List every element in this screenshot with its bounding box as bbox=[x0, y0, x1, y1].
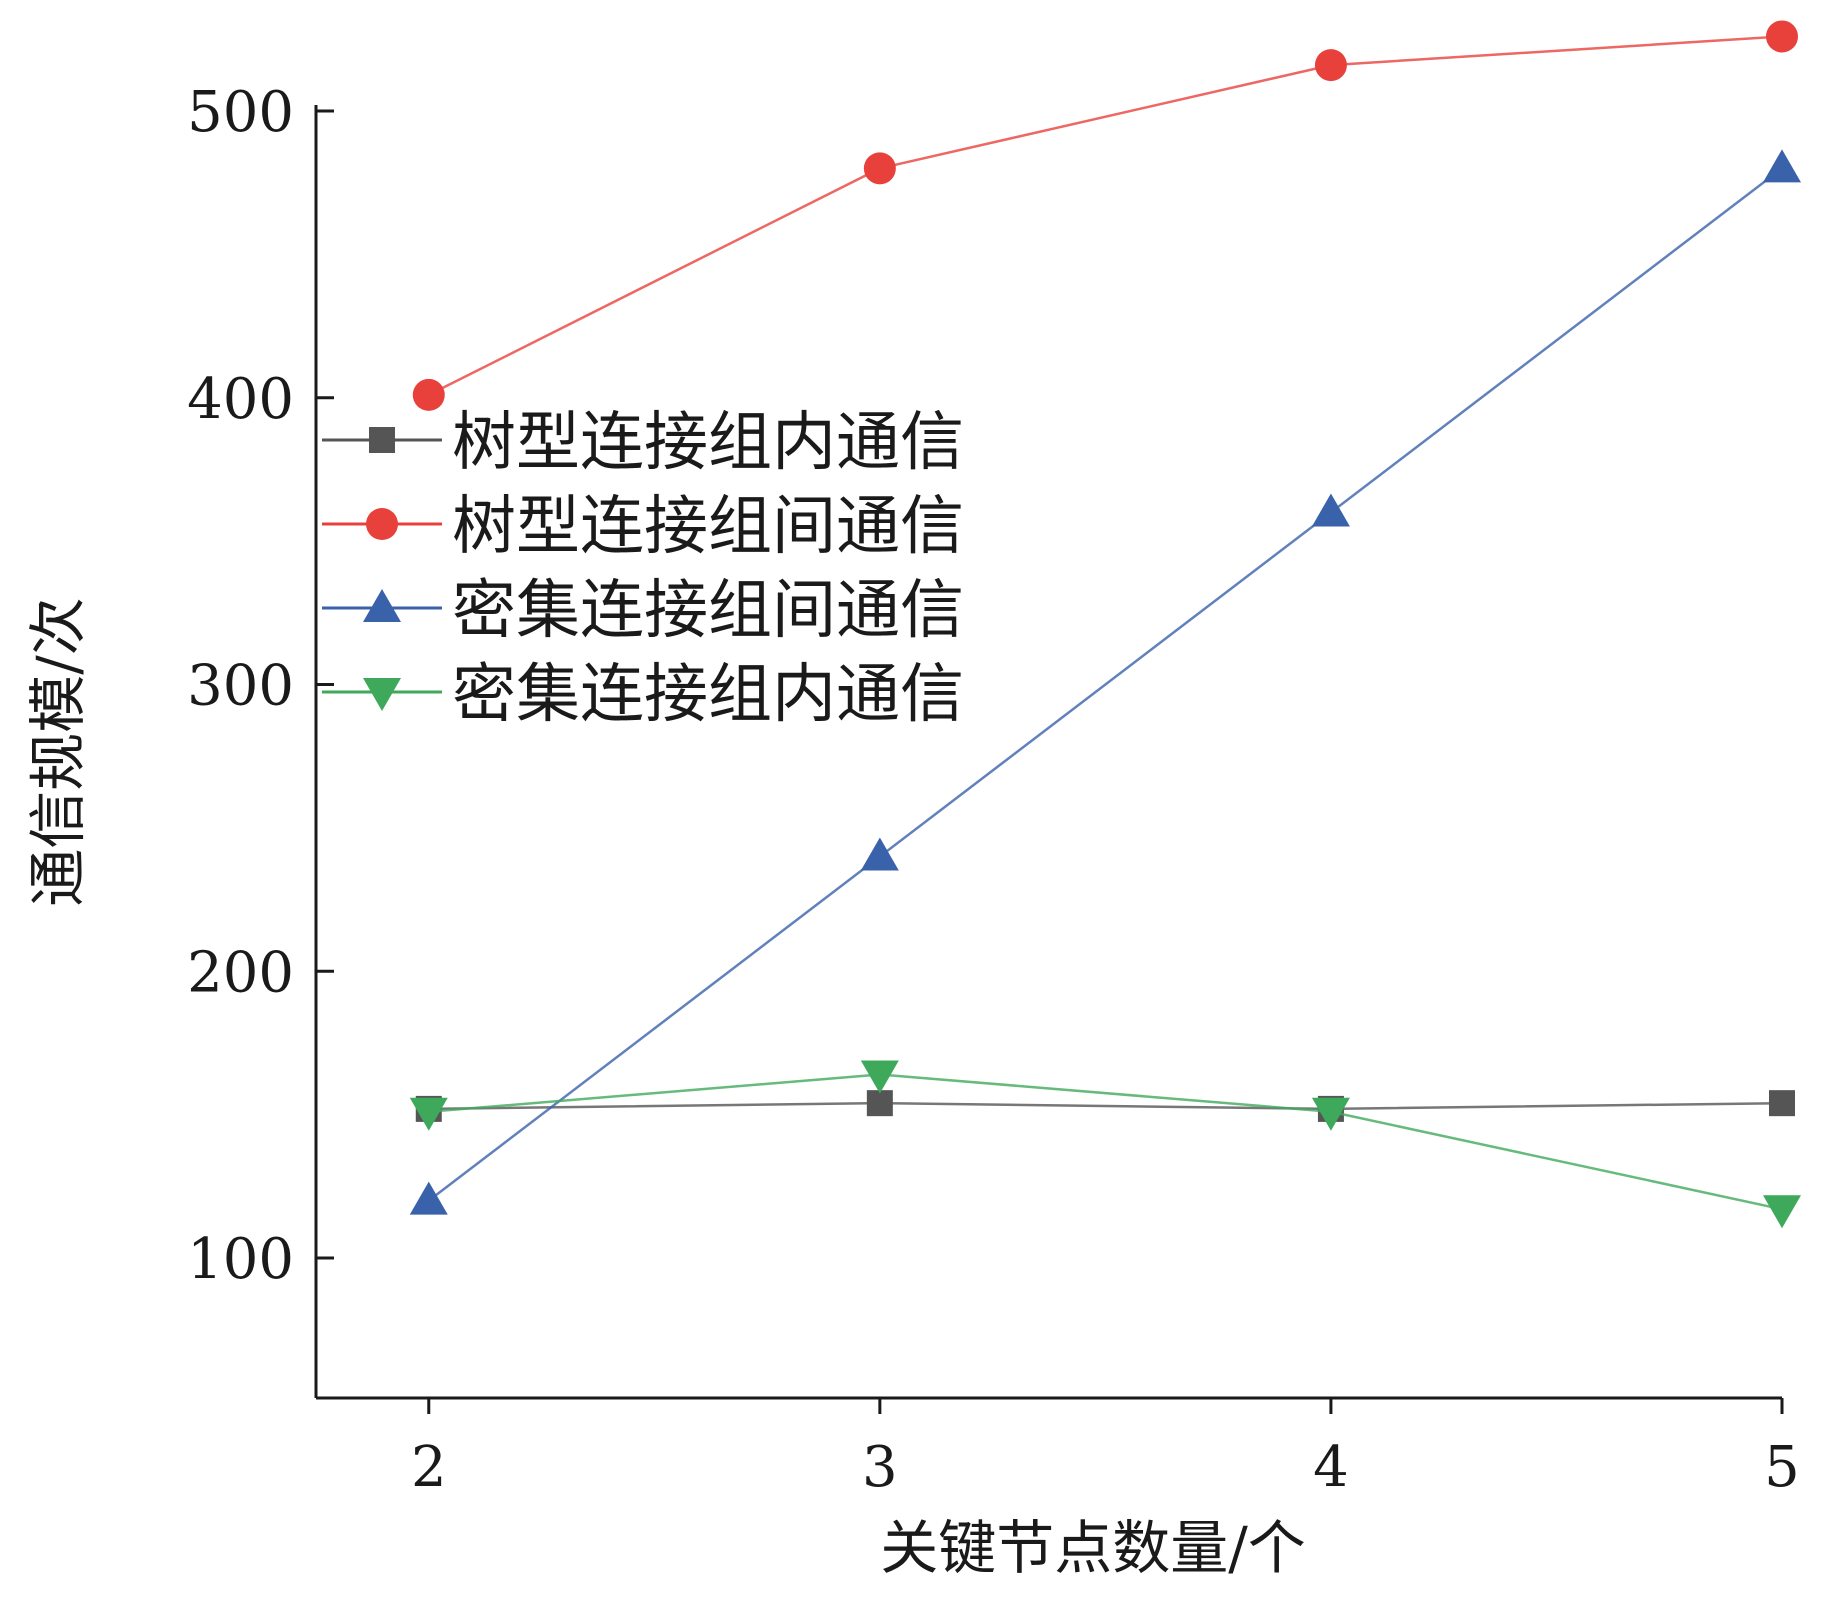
data-point bbox=[863, 152, 896, 185]
data-point bbox=[1311, 1097, 1350, 1131]
axes bbox=[314, 105, 1782, 1400]
legend-marker bbox=[369, 427, 395, 453]
series-3 bbox=[409, 149, 1801, 1215]
y-tick-label: 400 bbox=[187, 367, 294, 432]
x-tick-label: 4 bbox=[1313, 1435, 1349, 1500]
series-line bbox=[428, 167, 1783, 1202]
y-tick-label: 300 bbox=[187, 654, 294, 719]
data-point bbox=[1763, 1195, 1801, 1229]
data-point bbox=[409, 1181, 448, 1215]
y-ticks: 100 200 300 400 500 bbox=[187, 80, 334, 1292]
series-line bbox=[428, 1073, 1783, 1211]
series-layer bbox=[409, 20, 1801, 1229]
series-line bbox=[428, 1101, 1783, 1111]
data-point bbox=[1314, 49, 1347, 82]
legend-item: 密集连接组内通信 bbox=[322, 658, 964, 732]
y-tick-label: 100 bbox=[187, 1227, 294, 1292]
series-line bbox=[428, 35, 1783, 396]
legend-item: 树型连接组间通信 bbox=[322, 490, 964, 564]
data-point bbox=[866, 1090, 893, 1117]
x-tick-label: 2 bbox=[411, 1435, 447, 1500]
legend-label: 树型连接组内通信 bbox=[452, 406, 964, 480]
data-point bbox=[1763, 149, 1801, 183]
series-2 bbox=[412, 20, 1798, 411]
x-tick-label: 3 bbox=[862, 1435, 898, 1500]
data-point bbox=[1766, 20, 1798, 53]
legend-marker bbox=[363, 678, 401, 711]
y-tick-label: 200 bbox=[187, 940, 294, 1005]
x-axis-title: 关键节点数量/个 bbox=[880, 1514, 1306, 1582]
y-axis-title: 通信规模/次 bbox=[24, 597, 92, 907]
data-point bbox=[409, 1097, 448, 1131]
x-ticks: 2 3 4 5 bbox=[411, 1398, 1800, 1500]
legend-item: 树型连接组内通信 bbox=[322, 406, 964, 480]
legend-label: 密集连接组内通信 bbox=[452, 658, 964, 732]
data-point bbox=[1311, 493, 1350, 527]
data-point bbox=[1769, 1090, 1795, 1117]
data-point bbox=[860, 837, 899, 871]
series-4 bbox=[409, 1060, 1801, 1229]
legend-marker bbox=[366, 508, 398, 540]
y-tick-label: 500 bbox=[187, 80, 294, 145]
x-tick-label: 5 bbox=[1764, 1435, 1800, 1500]
data-point bbox=[860, 1060, 899, 1094]
legend-marker bbox=[363, 589, 401, 622]
legend-label: 树型连接组间通信 bbox=[452, 490, 964, 564]
legend-item: 密集连接组间通信 bbox=[322, 574, 964, 648]
legend-label: 密集连接组间通信 bbox=[452, 574, 964, 648]
data-point bbox=[412, 378, 445, 411]
